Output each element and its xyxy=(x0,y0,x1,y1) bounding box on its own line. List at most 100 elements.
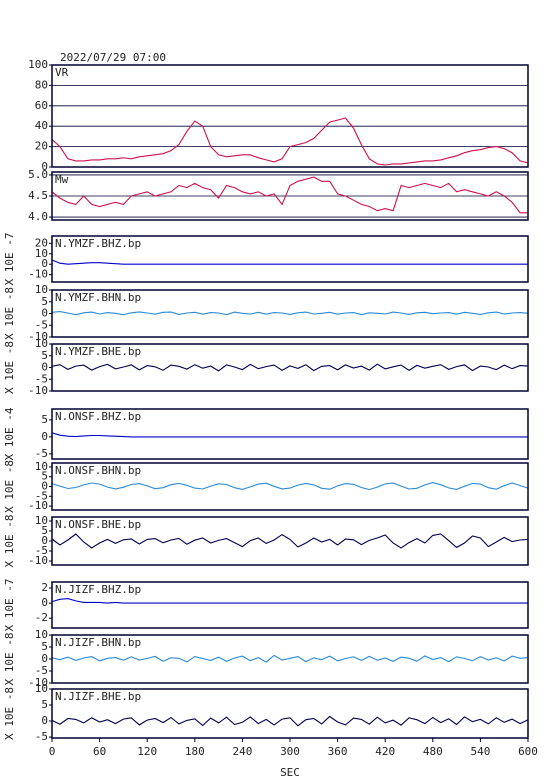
x-axis-label: SEC xyxy=(280,766,300,779)
x-tick-label: 120 xyxy=(137,745,157,758)
trace xyxy=(51,432,528,438)
y-tick-label: 0 xyxy=(41,257,48,270)
y-tick-label: 4.5 xyxy=(28,189,48,202)
y-tick-label: 10 xyxy=(35,283,48,296)
x-tick-label: 300 xyxy=(280,745,300,758)
scale-label: X 10E -7 xyxy=(3,579,16,632)
panel-label: N.JIZF.BHE.bp xyxy=(55,690,141,703)
y-tick-label: 0 xyxy=(41,596,48,609)
y-tick-label: 40 xyxy=(35,119,48,132)
y-tick-label: 100 xyxy=(28,58,48,71)
y-tick-label: 5 xyxy=(41,640,48,653)
y-tick-label: -10 xyxy=(28,384,48,397)
panel-label: N.JIZF.BHZ.bp xyxy=(55,583,141,596)
y-tick-label: -10 xyxy=(28,268,48,281)
y-tick-label: 10 xyxy=(35,337,48,350)
panel-label: N.ONSF.BHE.bp xyxy=(55,518,141,531)
panel-label: N.YMZF.BHN.bp xyxy=(55,291,141,304)
chart-title: 2022/07/29 07:00 xyxy=(60,51,166,64)
x-tick-label: 480 xyxy=(423,745,443,758)
panel-frame xyxy=(51,171,529,221)
y-tick-label: 2 xyxy=(41,581,48,594)
panel-label: N.JIZF.BHN.bp xyxy=(55,636,141,649)
y-tick-label: -10 xyxy=(28,676,48,689)
y-tick-label: -10 xyxy=(28,499,48,512)
panel-frame xyxy=(51,408,529,460)
panel-frame xyxy=(51,634,529,684)
scale-label: X 10E -8 xyxy=(3,460,16,513)
y-tick-label: 10 xyxy=(35,628,48,641)
panel-label: N.YMZF.BHE.bp xyxy=(55,345,141,358)
scale-label: X 10E -7 xyxy=(3,233,16,286)
y-tick-label: 0 xyxy=(41,361,48,374)
y-tick-label: 5 xyxy=(41,413,48,426)
y-tick-label: 5 xyxy=(41,349,48,362)
panel-frame xyxy=(51,235,529,283)
y-tick-label: 10 xyxy=(35,460,48,473)
y-tick-label: 20 xyxy=(35,140,48,153)
y-tick-label: 10 xyxy=(35,247,48,260)
y-tick-label: 0 xyxy=(41,534,48,547)
panel-frame xyxy=(51,64,529,168)
y-tick-label: 10 xyxy=(35,514,48,527)
y-tick-label: -5 xyxy=(35,318,48,331)
trace xyxy=(51,311,529,316)
trace xyxy=(51,654,529,663)
panel-frame xyxy=(51,462,529,511)
y-tick-label: -5 xyxy=(35,489,48,502)
y-tick-label: -10 xyxy=(28,330,48,343)
trace xyxy=(51,598,528,604)
y-tick-label: -2 xyxy=(35,611,48,624)
x-tick-label: 540 xyxy=(470,745,490,758)
panel-frame xyxy=(51,289,529,338)
x-tick-label: 0 xyxy=(49,745,56,758)
y-tick-label: 60 xyxy=(35,99,48,112)
x-tick-label: 240 xyxy=(232,745,252,758)
panel-label: Mw xyxy=(55,173,69,186)
trace xyxy=(51,259,528,265)
x-tick-label: 180 xyxy=(185,745,205,758)
y-tick-label: 0 xyxy=(41,160,48,173)
y-tick-label: 5 xyxy=(41,295,48,308)
x-tick-label: 420 xyxy=(375,745,395,758)
y-tick-label: -5 xyxy=(35,664,48,677)
y-tick-label: 20 xyxy=(35,236,48,249)
trace xyxy=(51,482,529,491)
y-tick-label: -5 xyxy=(35,730,48,743)
y-tick-label: 0 xyxy=(41,714,48,727)
trace xyxy=(51,715,529,727)
scale-label: X 10E -8 xyxy=(3,515,16,568)
y-tick-label: -5 xyxy=(35,447,48,460)
panel-frame xyxy=(51,516,529,566)
panel-label: VR xyxy=(55,66,69,79)
y-tick-label: 0 xyxy=(41,652,48,665)
trace xyxy=(51,533,529,549)
panel-frame xyxy=(51,343,529,392)
y-tick-label: -10 xyxy=(28,554,48,567)
panel-label: N.YMZF.BHZ.bp xyxy=(55,237,141,250)
panel-label: N.ONSF.BHN.bp xyxy=(55,464,141,477)
trace xyxy=(51,117,529,166)
panel-frame xyxy=(51,581,529,629)
x-tick-label: 60 xyxy=(93,745,106,758)
trace xyxy=(51,363,529,372)
y-tick-label: 0 xyxy=(41,307,48,320)
trace xyxy=(51,176,528,214)
y-tick-label: -5 xyxy=(35,372,48,385)
scale-label: X 10E -8 xyxy=(3,287,16,340)
y-tick-label: 5 xyxy=(41,698,48,711)
y-tick-label: 10 xyxy=(35,682,48,695)
y-tick-label: 4.0 xyxy=(28,210,48,223)
scale-label: X 10E -8 xyxy=(3,687,16,740)
y-tick-label: 0 xyxy=(41,430,48,443)
y-tick-label: 5 xyxy=(41,524,48,537)
scale-label: X 10E -8 xyxy=(3,341,16,394)
scale-label: X 10E -8 xyxy=(3,633,16,686)
y-tick-label: 5 xyxy=(41,470,48,483)
y-tick-label: 5.0 xyxy=(28,168,48,181)
x-tick-label: 600 xyxy=(518,745,538,758)
y-tick-label: 0 xyxy=(41,480,48,493)
y-tick-label: -5 xyxy=(35,544,48,557)
x-tick-label: 360 xyxy=(328,745,348,758)
